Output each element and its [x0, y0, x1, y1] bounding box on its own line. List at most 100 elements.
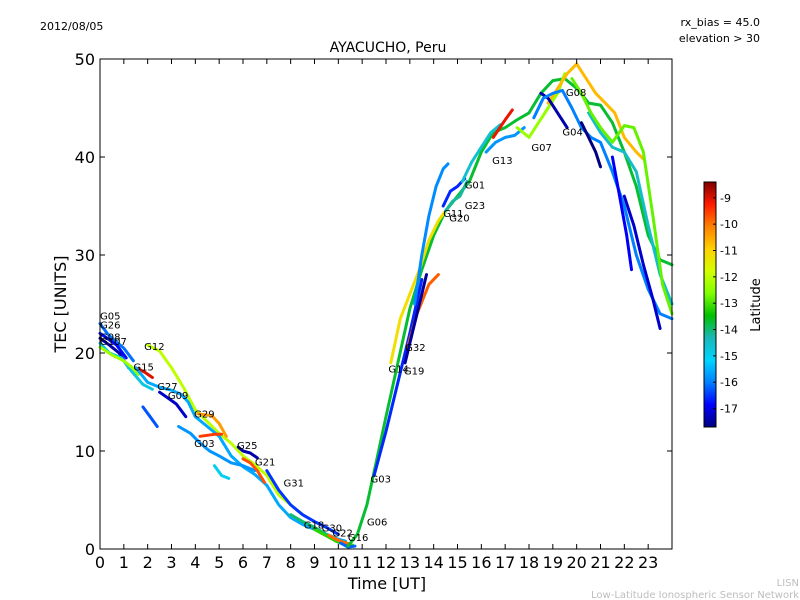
- sat-label-g22: G22: [332, 528, 352, 539]
- sat-label-g08: G08: [566, 88, 586, 99]
- colorbar-tick-label: -14: [720, 324, 738, 337]
- series-g31-14: [265, 469, 340, 536]
- x-tick-label: 2: [143, 553, 153, 572]
- series-g25-38: [622, 194, 662, 330]
- plot-area: [100, 59, 672, 549]
- x-tick-label: 19: [543, 553, 563, 572]
- sat-label-g16: G16: [348, 533, 368, 544]
- sat-label-g107: G107: [100, 337, 127, 348]
- series-g19-37: [610, 155, 633, 272]
- sat-label-g07: G07: [531, 143, 551, 154]
- y-tick-label: 40: [75, 148, 95, 167]
- x-tick-label: 14: [423, 553, 443, 572]
- x-tick-label: 22: [614, 553, 634, 572]
- colorbar: [703, 181, 717, 428]
- sat-label-g03: G03: [194, 439, 214, 450]
- x-tick-label: 8: [286, 553, 296, 572]
- series-g15-6: [136, 367, 154, 379]
- colorbar-tick-label: -11: [720, 244, 738, 257]
- x-tick-label: 12: [376, 553, 396, 572]
- date-label: 2012/08/05: [40, 20, 103, 33]
- series-g28-33: [532, 88, 674, 321]
- series-g08-31: [546, 62, 645, 161]
- sat-label-g12: G12: [144, 342, 164, 353]
- series-g10-4: [98, 345, 140, 377]
- x-tick-label: 15: [447, 553, 467, 572]
- series-g24-35: [570, 77, 674, 316]
- sat-label-g23: G23: [465, 201, 485, 212]
- y-tick-label: 10: [75, 442, 95, 461]
- series-g22-17: [327, 533, 352, 546]
- sat-label-g18: G18: [304, 520, 324, 531]
- series-g21-13: [241, 457, 266, 484]
- y-tick-label: 30: [75, 246, 95, 265]
- sat-label-g06: G06: [367, 518, 387, 529]
- sat-label-g20: G20: [449, 214, 469, 225]
- x-tick-label: 23: [638, 553, 658, 572]
- series-g04-32: [539, 91, 569, 130]
- colorbar-tick-label: -9: [720, 192, 731, 205]
- sat-label-g25: G25: [237, 441, 257, 452]
- series-g03-20: [372, 278, 424, 477]
- x-tick-label: 18: [519, 553, 539, 572]
- chart-title: AYACUCHO, Peru: [330, 40, 447, 56]
- sat-label-g14: G14: [388, 365, 408, 376]
- series-g27-40: [141, 405, 159, 428]
- series-g25-12: [236, 445, 259, 460]
- sat-label-g11: G11: [443, 209, 463, 220]
- series-g05-0: [98, 322, 135, 363]
- sat-label-g32: G32: [405, 343, 425, 354]
- colorbar-tick-label: -17: [720, 403, 738, 416]
- x-tick-label: 21: [590, 553, 610, 572]
- x-tick-label: 0: [95, 553, 105, 572]
- x-tick-label: 1: [119, 553, 129, 572]
- series-g09-39: [212, 464, 231, 480]
- y-axis: 0 10 20 30 40 50: [75, 50, 672, 559]
- y-axis-label: TEC [UNITS]: [51, 256, 70, 354]
- sat-label-g27: G27: [157, 382, 177, 393]
- series-g02-10: [198, 432, 224, 438]
- series-g19-23: [403, 273, 428, 365]
- series-g12-5: [146, 343, 305, 517]
- sat-label-g13: G13: [492, 156, 512, 167]
- series-g09-8: [158, 390, 188, 419]
- series-g23-26: [441, 177, 467, 208]
- colorbar-tick-label: -12: [720, 271, 738, 284]
- sat-label-g05: G05: [100, 312, 120, 323]
- y-tick-label: 50: [75, 50, 95, 69]
- y-tick-label: 0: [85, 540, 95, 559]
- x-tick-label: 20: [566, 553, 586, 572]
- series-layer: [98, 62, 674, 549]
- series-g27-7: [134, 366, 347, 543]
- series-g29-9: [196, 412, 228, 438]
- colorbar-ticks: -9 -10 -11 -12 -13 -14 -15 -16 -17: [713, 192, 738, 416]
- sat-label-g29: G29: [194, 410, 214, 421]
- y-tick-label: 20: [75, 344, 95, 363]
- x-tick-label: 11: [352, 553, 372, 572]
- sat-label-g03: G03: [371, 474, 391, 485]
- sat-label-g01: G01: [465, 180, 485, 191]
- series-g17-34: [587, 111, 674, 306]
- x-tick-label: 9: [309, 553, 319, 572]
- colorbar-tick-label: -13: [720, 297, 738, 310]
- x-tick-label: 7: [262, 553, 272, 572]
- series-g01-27: [460, 123, 502, 183]
- colorbar-label: Latitude: [749, 278, 764, 332]
- series-g03-11: [177, 425, 257, 473]
- colorbar-tick-label: -15: [720, 350, 738, 363]
- colorbar-tick-label: -10: [720, 218, 738, 231]
- x-axis-label: Time [UT]: [347, 574, 426, 593]
- watermark-lisn: LISN: [777, 578, 799, 589]
- x-tick-label: 17: [495, 553, 515, 572]
- series-g06-19: [346, 77, 674, 548]
- rx-bias-label: rx_bias = 45.0: [681, 16, 760, 29]
- x-tick-label: 3: [166, 553, 176, 572]
- x-tick-label: 13: [400, 553, 420, 572]
- x-tick-label: 4: [190, 553, 200, 572]
- colorbar-tick-label: -16: [720, 376, 738, 389]
- sat-label-g26: G26: [100, 321, 120, 332]
- x-tick-label: 6: [238, 553, 248, 572]
- sat-label-g04: G04: [562, 127, 582, 138]
- x-tick-label: 10: [328, 553, 348, 572]
